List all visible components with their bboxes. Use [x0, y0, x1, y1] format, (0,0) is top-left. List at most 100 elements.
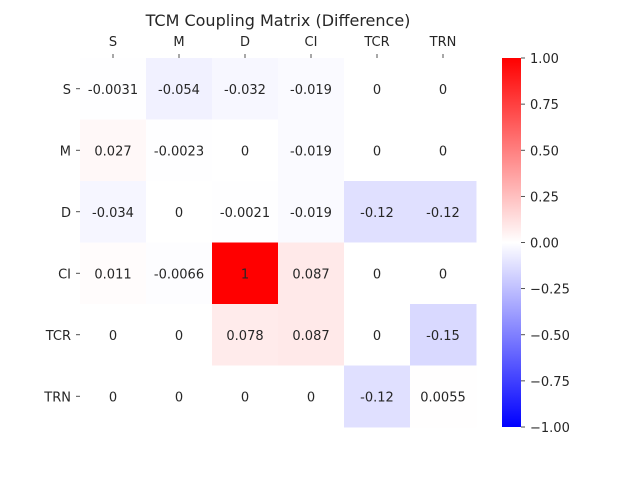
cell-value-label: 0: [373, 83, 381, 98]
heatmap-cell: [410, 58, 477, 120]
colorbar-tick-label: 0.25: [530, 190, 559, 205]
x-tick-label: D: [240, 35, 250, 50]
heatmap-cell: [146, 242, 213, 305]
colorbar-ticks: 1.00 0.75 0.50 0.25 0.00 −0.25 −0.50 −0.75 −1.00: [521, 52, 570, 436]
heatmap-cell: [80, 119, 147, 182]
heatmap-cell: [410, 181, 477, 243]
y-tick-label: TRN: [43, 390, 71, 405]
cell-value-label: -0.15: [426, 329, 460, 344]
heatmap-cell: [410, 365, 477, 428]
cell-value-label: -0.019: [290, 144, 332, 159]
heatmap-cell: [212, 119, 279, 182]
heatmap-cell: [146, 365, 213, 428]
heatmap-cell: [278, 119, 345, 182]
cell-value-label: -0.12: [360, 206, 394, 221]
heatmap-cell: [80, 304, 147, 366]
y-tick-label: D: [61, 206, 71, 221]
heatmap-cell: [212, 58, 279, 120]
heatmap-cell: [344, 181, 411, 243]
heatmap-cell: [278, 365, 345, 428]
heatmap-cell: [278, 242, 345, 305]
cell-value-label: 0.027: [94, 144, 131, 159]
colorbar-tick-label: −0.50: [530, 329, 570, 344]
heatmap-cell: [212, 365, 279, 428]
cell-value-label: 0: [307, 390, 315, 405]
y-tick-label: S: [63, 83, 71, 98]
cell-value-label: 0.011: [94, 267, 131, 282]
x-axis-ticks: S M D CI TCR TRN: [109, 35, 456, 58]
heatmap-cell: [146, 304, 213, 366]
cell-value-label: -0.0066: [154, 267, 204, 282]
cell-value-label: 0: [175, 390, 183, 405]
cell-value-label: -0.0031: [88, 83, 138, 98]
chart-title: TCM Coupling Matrix (Difference): [145, 11, 411, 30]
colorbar-tick-label: 0.50: [530, 144, 559, 159]
cell-value-label: 0: [175, 206, 183, 221]
heatmap-cell: [410, 242, 477, 305]
cell-value-label: 0: [439, 267, 447, 282]
heatmap-cell: [344, 242, 411, 305]
cell-value-label: -0.019: [290, 83, 332, 98]
heatmap-cell: [344, 365, 411, 428]
heatmap-cell: [212, 242, 279, 305]
heatmap-cell: [410, 304, 477, 366]
heatmap-cell: [80, 58, 147, 120]
cell-value-label: -0.032: [224, 83, 266, 98]
heatmap-cell: [278, 181, 345, 243]
heatmap-cells: [80, 58, 477, 428]
y-tick-label: CI: [58, 267, 71, 282]
heatmap-cell: [80, 181, 147, 243]
heatmap-cell: [80, 365, 147, 428]
cell-value-labels: -0.0031 -0.054 -0.032 -0.019 0 0 0.027 -0.0023 0…: [88, 83, 466, 406]
cell-value-label: -0.019: [290, 206, 332, 221]
cell-value-label: 0: [109, 329, 117, 344]
x-tick-label: TCR: [363, 35, 389, 50]
cell-value-label: -0.0021: [220, 206, 270, 221]
x-tick-label: TRN: [429, 35, 457, 50]
colorbar-tick-label: 1.00: [530, 52, 559, 67]
cell-value-label: 0: [109, 390, 117, 405]
heatmap-cell: [146, 58, 213, 120]
heatmap-cell: [344, 119, 411, 182]
colorbar-tick-label: −1.00: [530, 421, 570, 436]
cell-value-label: -0.0023: [154, 144, 204, 159]
cell-value-label: 0: [373, 329, 381, 344]
heatmap-cell: [146, 181, 213, 243]
cell-value-label: 0: [373, 267, 381, 282]
colorbar-tick-label: 0.75: [530, 98, 559, 113]
cell-value-label: 0: [241, 390, 249, 405]
heatmap-cell: [344, 58, 411, 120]
colorbar: [502, 58, 521, 427]
cell-value-label: 0: [241, 144, 249, 159]
cell-value-label: -0.034: [92, 206, 134, 221]
x-tick-label: S: [109, 35, 117, 50]
colorbar-tick-label: −0.75: [530, 375, 570, 390]
heatmap-cell: [344, 304, 411, 366]
colorbar-tick-label: −0.25: [530, 283, 570, 298]
heatmap-cell: [80, 242, 147, 305]
y-tick-label: TCR: [45, 329, 71, 344]
colorbar-tick-label: 0.00: [530, 237, 559, 252]
heatmap-cell: [278, 304, 345, 366]
cell-value-label: 0.087: [292, 329, 329, 344]
cell-value-label: 0: [439, 83, 447, 98]
cell-value-label: 0.0055: [420, 390, 466, 405]
cell-value-label: 1: [241, 267, 249, 282]
cell-value-label: 0.078: [226, 329, 263, 344]
x-tick-label: M: [173, 35, 184, 50]
x-tick-label: CI: [305, 35, 318, 50]
y-axis-ticks: S M D CI TCR TRN: [43, 83, 80, 405]
heatmap-cell: [146, 119, 213, 182]
y-tick-label: M: [60, 144, 71, 159]
heatmap-cell: [410, 119, 477, 182]
cell-value-label: -0.054: [158, 83, 200, 98]
cell-value-label: 0: [439, 144, 447, 159]
heatmap-cell: [212, 304, 279, 366]
heatmap-cell: [212, 181, 279, 243]
cell-value-label: -0.12: [360, 390, 394, 405]
cell-value-label: 0: [373, 144, 381, 159]
cell-value-label: 0.087: [292, 267, 329, 282]
cell-value-label: -0.12: [426, 206, 460, 221]
cell-value-label: 0: [175, 329, 183, 344]
